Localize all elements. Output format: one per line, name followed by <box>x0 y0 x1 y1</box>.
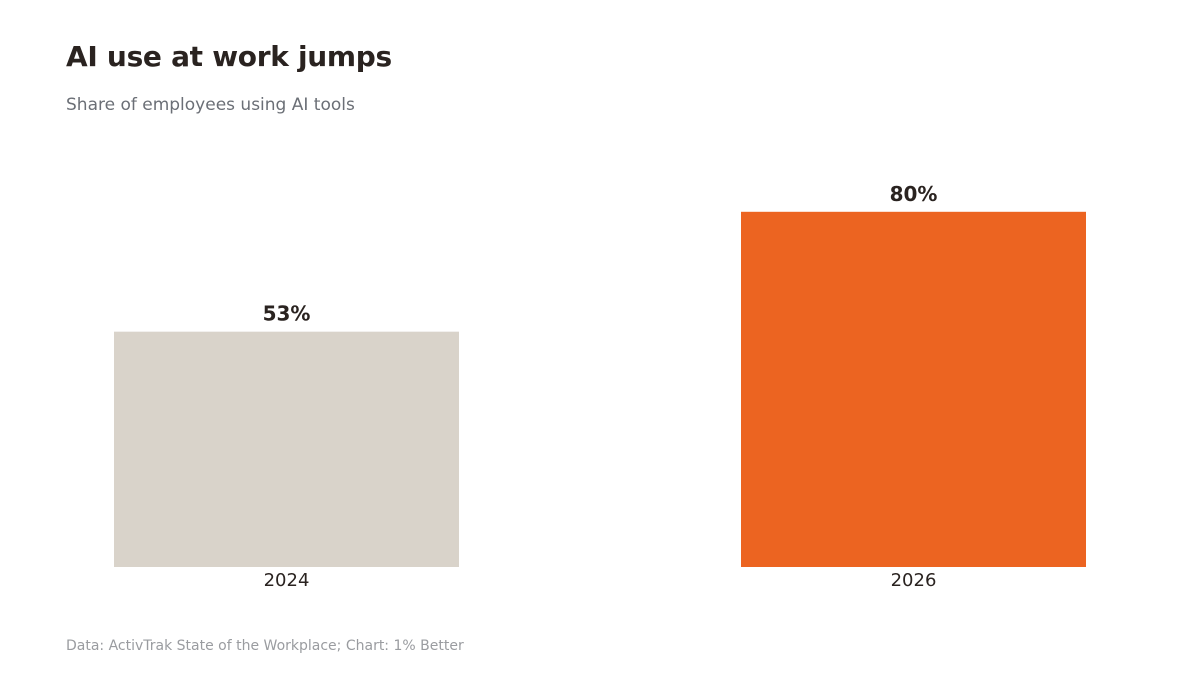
chart-subtitle: Share of employees using AI tools <box>66 95 355 115</box>
source-note: Data: ActivTrak State of the Workplace; … <box>66 638 464 654</box>
value-label-2024: 53% <box>263 302 311 326</box>
bar-2024 <box>114 331 459 567</box>
chart-title: AI use at work jumps <box>66 40 392 73</box>
category-label-2024: 2024 <box>264 570 310 591</box>
category-label-2026: 2026 <box>891 570 937 591</box>
bar-2026 <box>741 211 1086 568</box>
value-label-2026: 80% <box>890 182 938 206</box>
